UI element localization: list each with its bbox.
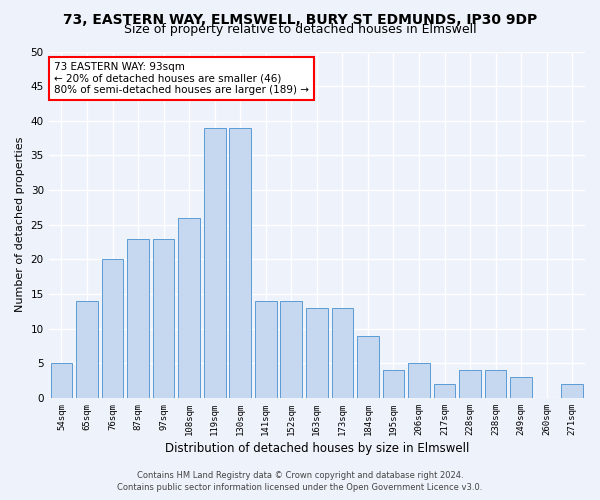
Bar	[178, 218, 200, 398]
Text: Contains HM Land Registry data © Crown copyright and database right 2024.
Contai: Contains HM Land Registry data © Crown c…	[118, 471, 482, 492]
Text: 73, EASTERN WAY, ELMSWELL, BURY ST EDMUNDS, IP30 9DP: 73, EASTERN WAY, ELMSWELL, BURY ST EDMUN…	[63, 12, 537, 26]
Bar	[510, 377, 532, 398]
Bar	[153, 238, 175, 398]
Bar	[434, 384, 455, 398]
Bar	[562, 384, 583, 398]
Bar	[229, 128, 251, 398]
Text: 73 EASTERN WAY: 93sqm
← 20% of detached houses are smaller (46)
80% of semi-deta: 73 EASTERN WAY: 93sqm ← 20% of detached …	[54, 62, 309, 95]
Bar	[485, 370, 506, 398]
Bar	[280, 301, 302, 398]
Bar	[332, 308, 353, 398]
Bar	[383, 370, 404, 398]
Text: Size of property relative to detached houses in Elmswell: Size of property relative to detached ho…	[124, 22, 476, 36]
Bar	[306, 308, 328, 398]
Bar	[127, 238, 149, 398]
Bar	[357, 336, 379, 398]
Bar	[204, 128, 226, 398]
Bar	[408, 364, 430, 398]
Bar	[50, 364, 72, 398]
Bar	[101, 260, 124, 398]
Bar	[255, 301, 277, 398]
Bar	[459, 370, 481, 398]
Y-axis label: Number of detached properties: Number of detached properties	[15, 137, 25, 312]
X-axis label: Distribution of detached houses by size in Elmswell: Distribution of detached houses by size …	[164, 442, 469, 455]
Bar	[76, 301, 98, 398]
